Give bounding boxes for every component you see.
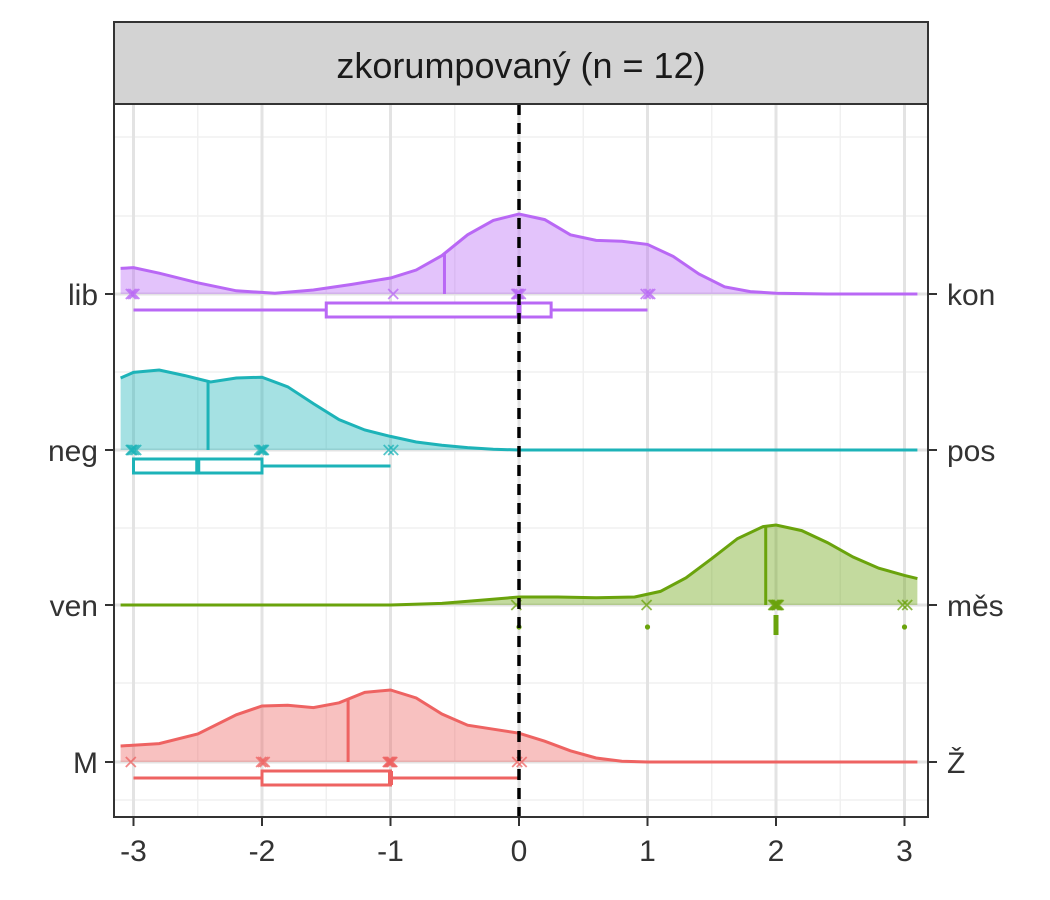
data-point (383, 756, 396, 768)
density-area (120, 214, 918, 294)
data-point (769, 599, 781, 611)
x-tick-label: 3 (896, 835, 913, 868)
y-label-right-kon: kon (947, 279, 995, 312)
box-iqr (324, 301, 553, 319)
data-point (125, 288, 137, 300)
data-point (126, 288, 139, 300)
box-outlier (644, 624, 651, 630)
plot-area (113, 103, 929, 818)
data-point (383, 444, 395, 456)
data-point (771, 599, 783, 611)
data-point (385, 756, 398, 768)
data-point (642, 288, 655, 300)
data-point (257, 756, 269, 768)
data-point (130, 444, 142, 456)
y-label-left-lib: lib (68, 279, 98, 312)
y-label-left-neg: neg (48, 435, 98, 468)
density-line (120, 688, 918, 764)
x-tick-label: 1 (639, 835, 656, 868)
density-line (120, 368, 918, 452)
data-point (126, 444, 138, 456)
series-M (120, 688, 918, 787)
density-line (120, 523, 918, 607)
y-axis-left: lib neg ven M (48, 279, 114, 780)
panel-strip-box (113, 21, 929, 105)
x-tick-label: 0 (511, 835, 528, 868)
data-point (125, 756, 137, 768)
data-point (128, 288, 141, 300)
data-point (259, 756, 271, 768)
density-area (120, 690, 918, 762)
data-point (253, 444, 265, 456)
x-tick-label: 2 (768, 835, 785, 868)
data-point (128, 444, 141, 456)
panel-strip: zkorumpovaný (n = 12) (113, 21, 929, 105)
y-label-left-M: M (73, 747, 98, 780)
x-tick-label: -1 (377, 835, 404, 868)
y-label-right-měs: měs (947, 590, 1004, 623)
box-iqr (260, 769, 392, 787)
data-point (257, 444, 269, 456)
x-axis: -3 -2 -1 0 1 2 3 (120, 817, 913, 868)
series-lib (120, 212, 918, 319)
data-point (644, 288, 656, 300)
x-tick-label: -3 (120, 835, 147, 868)
plot-border (113, 103, 929, 818)
series-ven (120, 523, 918, 635)
x-tick-label: -2 (249, 835, 276, 868)
density-area (120, 525, 918, 605)
data-point (387, 288, 399, 300)
y-label-left-ven: ven (50, 590, 98, 623)
series-layer (120, 212, 918, 787)
y-axis-right: kon pos měs Ž (928, 279, 1004, 780)
series-neg (120, 368, 918, 475)
y-label-right-pos: pos (947, 435, 995, 468)
density-line (120, 212, 918, 296)
data-point (901, 599, 913, 611)
data-point (640, 288, 652, 300)
data-point (382, 756, 394, 768)
y-label-right-Ž: Ž (947, 747, 965, 780)
panel-title: zkorumpovaný (n = 12) (336, 45, 705, 86)
data-point (255, 444, 267, 456)
data-point (640, 599, 653, 611)
data-point (387, 444, 399, 456)
data-point (767, 599, 779, 611)
data-point (897, 599, 909, 611)
data-point (255, 756, 267, 768)
box-outlier (901, 624, 908, 630)
density-area (120, 370, 918, 450)
